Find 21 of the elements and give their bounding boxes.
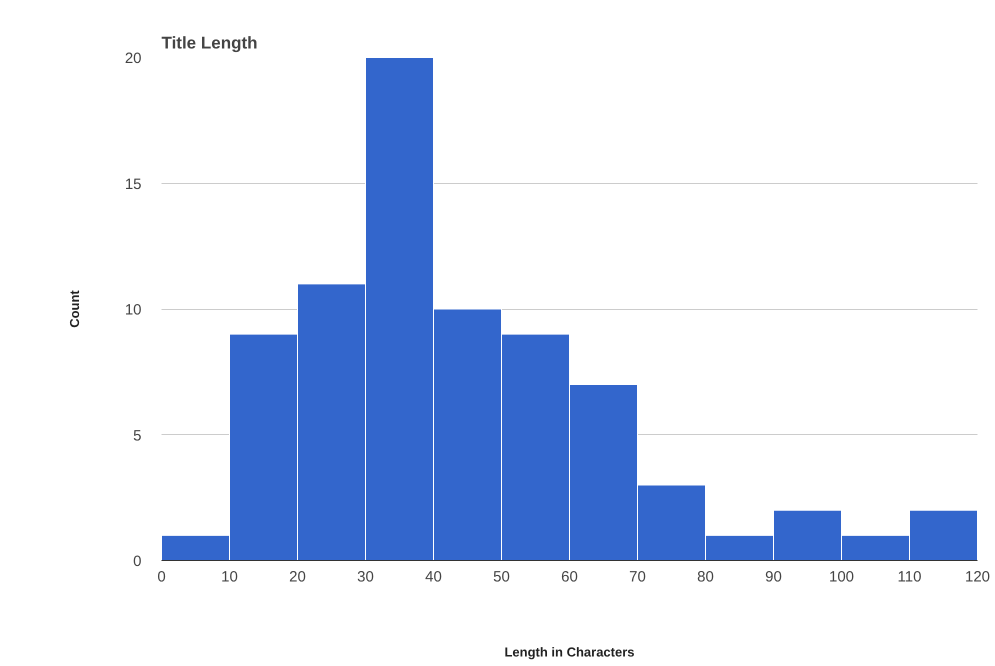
x-tick-label: 80 xyxy=(697,568,714,586)
x-tick-label: 0 xyxy=(157,568,166,586)
y-tick-label: 15 xyxy=(124,176,142,193)
x-tick-label: 100 xyxy=(828,568,854,586)
x-tick-label: 110 xyxy=(898,568,922,586)
x-tick-label: 30 xyxy=(357,568,374,586)
y-tick-label: 5 xyxy=(133,427,142,444)
y-axis-title: Count xyxy=(66,290,82,328)
y-tick-label: 20 xyxy=(124,50,142,67)
x-tick-label: 60 xyxy=(561,568,578,586)
x-tick-label: 10 xyxy=(221,568,238,586)
x-tick-label: 50 xyxy=(493,568,510,586)
x-tick-label: 90 xyxy=(765,568,782,586)
x-tick-label: 70 xyxy=(629,568,646,586)
chart-title: Title Length xyxy=(162,34,258,52)
y-tick-label: 0 xyxy=(133,553,142,570)
x-tick-label: 40 xyxy=(425,568,442,586)
x-tick-label: 20 xyxy=(289,568,306,586)
x-tick-label: 120 xyxy=(964,568,990,586)
x-axis-title: Length in Characters xyxy=(504,644,635,660)
y-tick-label: 10 xyxy=(124,302,142,318)
